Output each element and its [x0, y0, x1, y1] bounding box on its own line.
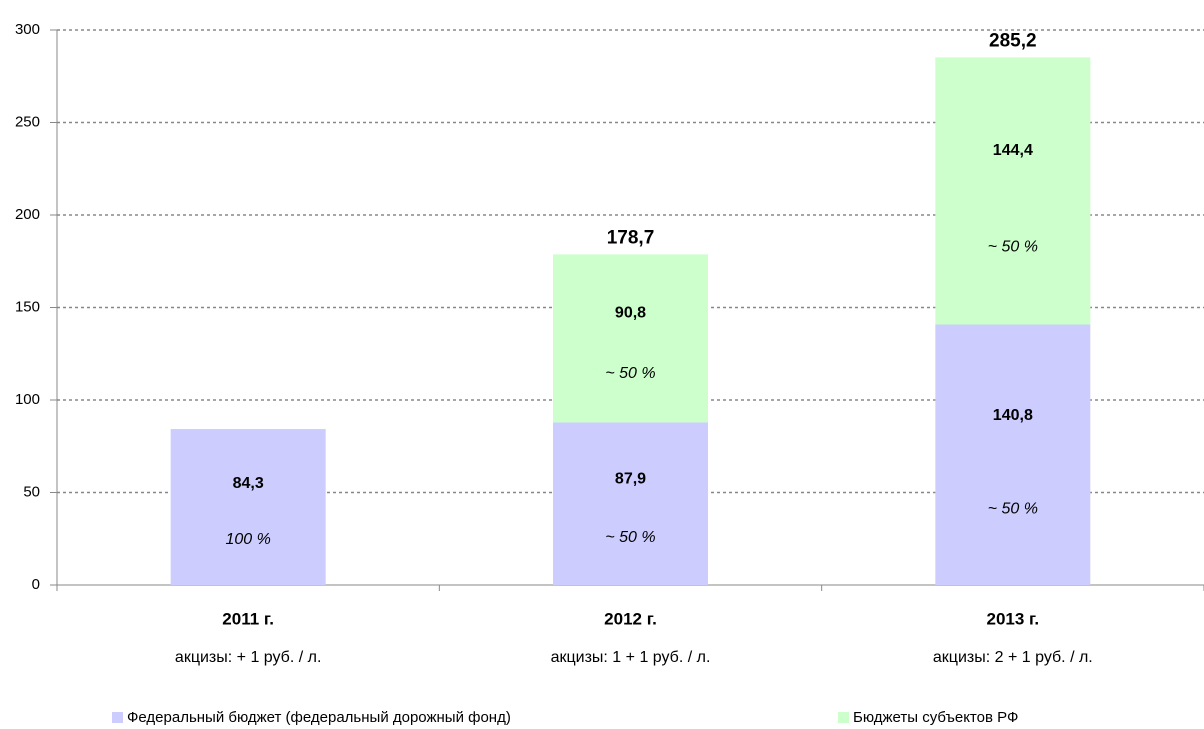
bar-segment [935, 324, 1091, 585]
legend-swatch [838, 712, 849, 723]
x-tick-label: 2011 г. [222, 609, 274, 628]
total-label: 285,2 [989, 30, 1037, 51]
y-tick-label: 250 [15, 113, 40, 130]
bar-segment [935, 57, 1091, 325]
category-note: акцизы: + 1 руб. / л. [175, 649, 321, 666]
total-label: 178,7 [607, 227, 655, 248]
share-label: ~ 50 % [988, 238, 1038, 255]
y-tick-label: 200 [15, 206, 40, 223]
y-tick-label: 100 [15, 391, 40, 408]
y-tick-label: 50 [23, 483, 40, 500]
category-note: акцизы: 2 + 1 руб. / л. [933, 649, 1093, 666]
x-tick-label: 2013 г. [987, 609, 1040, 628]
y-tick-label: 150 [15, 298, 40, 315]
category-note: акцизы: 1 + 1 руб. / л. [551, 649, 711, 666]
x-tick-label: 2012 г. [604, 609, 657, 628]
y-tick-label: 0 [32, 576, 40, 593]
legend-label: Федеральный бюджет (федеральный дорожный… [127, 709, 511, 726]
bar-segment [553, 254, 708, 423]
value-label: 87,9 [615, 471, 646, 488]
share-label: ~ 50 % [605, 529, 655, 546]
value-label: 140,8 [993, 407, 1033, 424]
value-label: 144,4 [993, 142, 1033, 159]
value-label: 90,8 [615, 304, 646, 321]
bar-segment [170, 429, 326, 585]
y-tick-label: 300 [15, 21, 40, 38]
share-label: ~ 50 % [605, 365, 655, 382]
legend-label: Бюджеты субъектов РФ [853, 709, 1018, 726]
share-label: 100 % [225, 531, 270, 548]
value-label: 84,3 [233, 475, 264, 492]
bar-segment [553, 422, 708, 585]
legend-swatch [112, 712, 123, 723]
share-label: ~ 50 % [988, 501, 1038, 518]
